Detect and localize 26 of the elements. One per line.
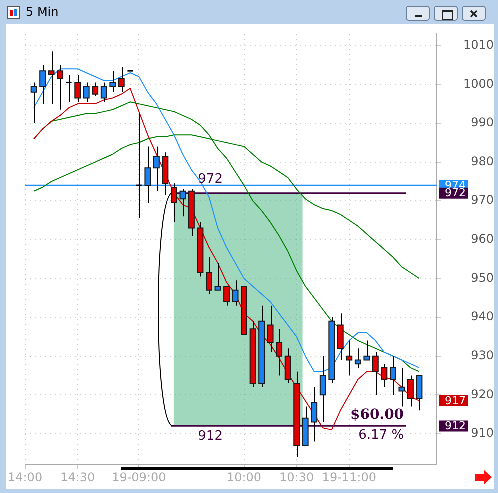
y-tick-label: 980 <box>471 154 494 168</box>
y-tick-label: 910 <box>471 426 494 440</box>
y-tick-label: 920 <box>471 387 494 402</box>
ref-line-label: 912 <box>198 429 223 444</box>
annotation: $60.00 <box>350 406 404 423</box>
candlestick <box>66 74 73 103</box>
x-tick-label: 19-11:00 <box>322 470 376 484</box>
x-tick-label: 14:30 <box>60 470 96 484</box>
y-tick-label: 1010 <box>463 38 494 52</box>
candlestick <box>136 113 143 220</box>
x-tick-label: 19-09:00 <box>112 470 166 484</box>
y-tick-label: 990 <box>471 116 494 130</box>
chart-title: 5 Min <box>26 5 59 19</box>
text: 912 <box>445 420 466 433</box>
ref-line-label: 972 <box>198 172 223 188</box>
x-tick-label: 14:00 <box>8 470 43 484</box>
text: 917 <box>445 394 466 408</box>
y-tick-label: 930 <box>471 348 494 362</box>
annotation: 6.17 % <box>358 428 404 444</box>
y-tick-label: 940 <box>471 310 494 324</box>
y-tick-label: 950 <box>471 270 494 285</box>
y-tick-label: 1000 <box>463 76 494 91</box>
y-tick-label: 970 <box>471 193 494 208</box>
x-tick-label: 10:00 <box>226 470 262 484</box>
y-tick-label: 960 <box>471 232 494 246</box>
x-tick-label: 10:30 <box>280 470 314 484</box>
